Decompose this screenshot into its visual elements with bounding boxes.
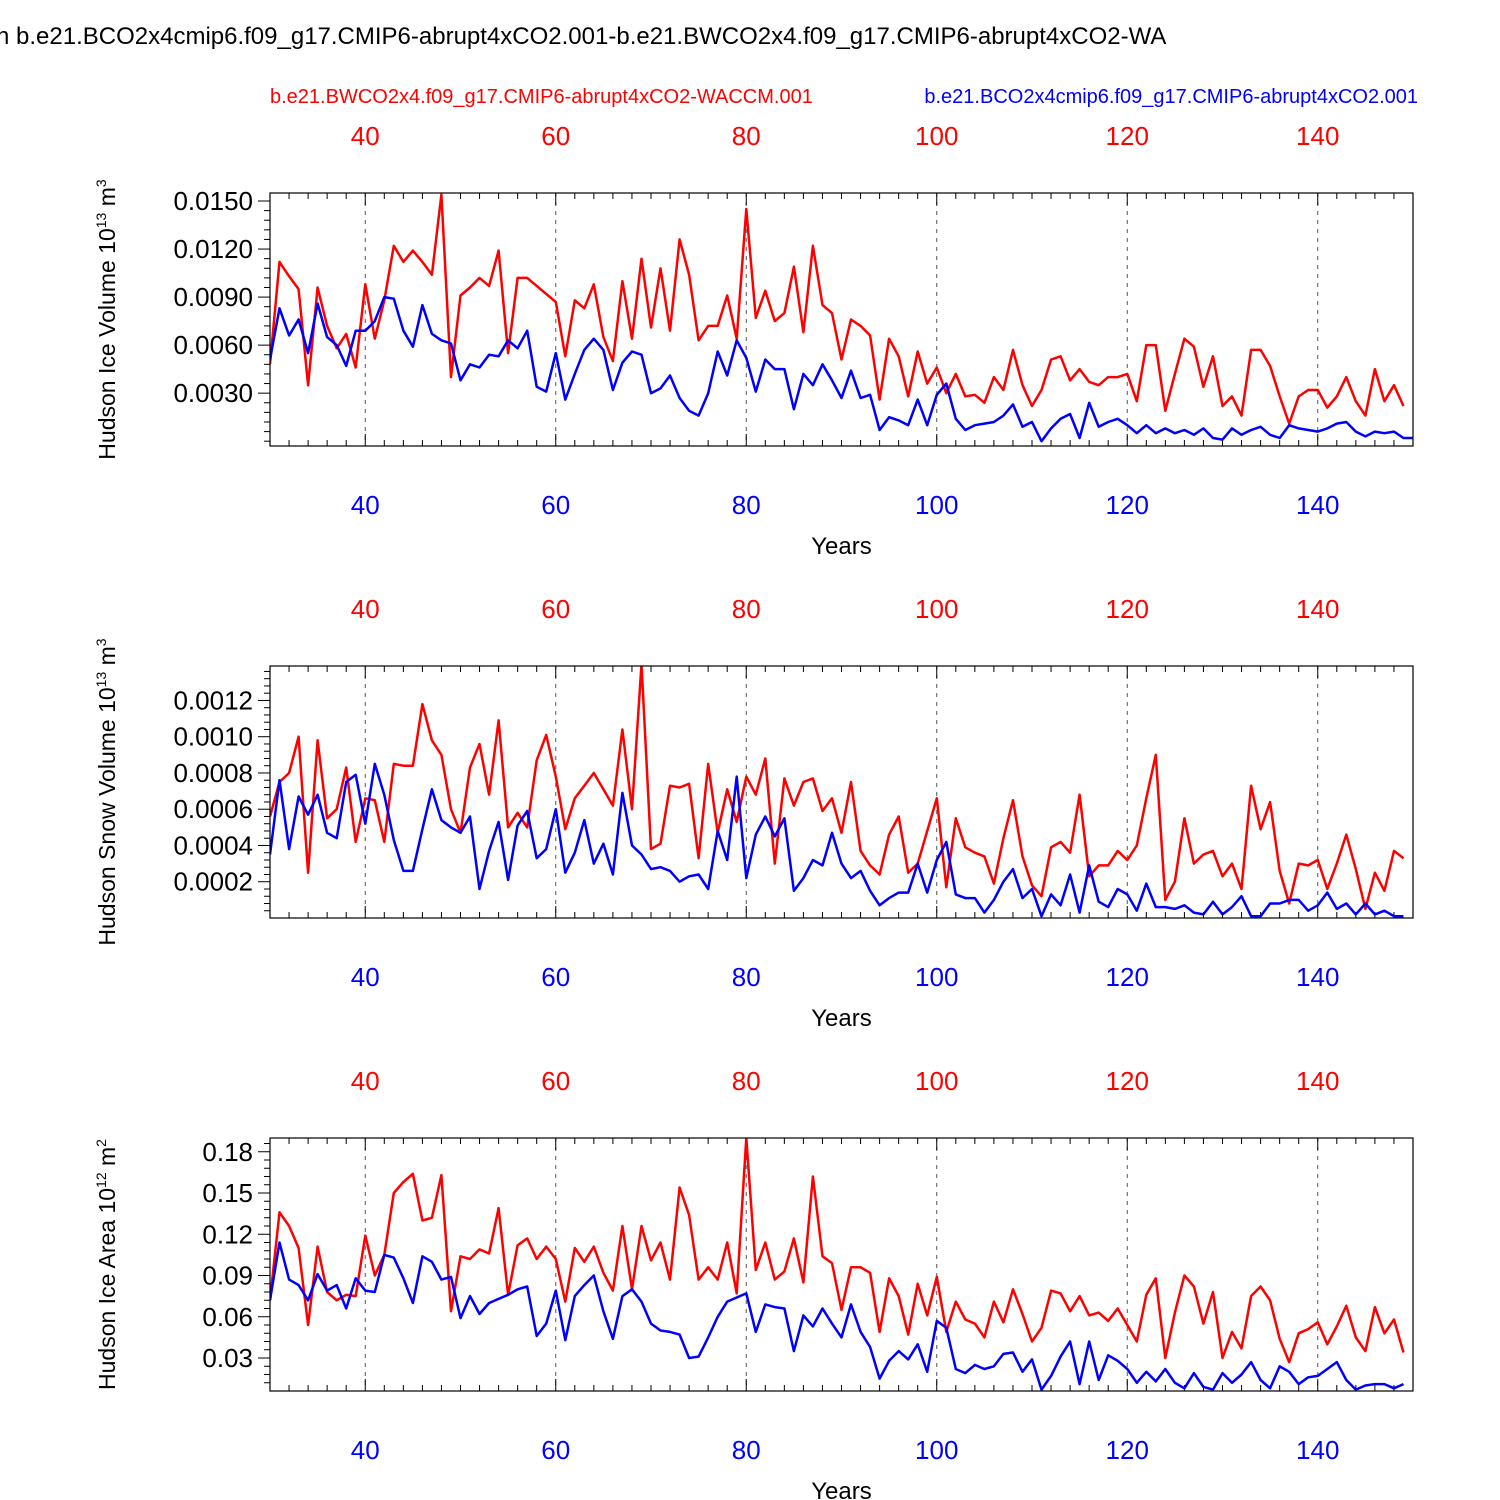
bottom-x-tick-label: 100: [915, 962, 958, 992]
y-tick-label: 0.03: [202, 1343, 253, 1373]
bottom-x-tick-label: 40: [351, 1435, 380, 1465]
bottom-x-tick-label: 80: [732, 1435, 761, 1465]
y-axis-label-unit: m: [94, 646, 120, 672]
bottom-x-tick-label: 60: [541, 490, 570, 520]
bottom-x-tick-label: 100: [915, 1435, 958, 1465]
top-x-tick-label: 120: [1106, 1066, 1149, 1096]
y-axis-label-unit: m: [94, 187, 120, 213]
top-x-tick-label: 60: [541, 121, 570, 151]
chart-panel-2: 0.0002 0.0004 0.0006 0.0008 0.0010 0.0012 40 40…: [93, 594, 1414, 1032]
plot-frame: [269, 1137, 1414, 1392]
top-x-tick-label: 80: [732, 1066, 761, 1096]
bottom-x-tick-label: 40: [351, 962, 380, 992]
bottom-x-tick-label: 140: [1296, 490, 1339, 520]
y-axis-label-exponent: 12: [93, 1172, 109, 1188]
y-axis-label-unit-exponent: 3: [93, 179, 109, 187]
y-axis-label-unit-exponent: 3: [93, 638, 109, 646]
y-axis-label-text: Hudson Ice Area 10: [94, 1188, 120, 1390]
top-x-tick-label: 140: [1296, 1066, 1339, 1096]
top-x-tick-label: 60: [541, 1066, 570, 1096]
top-x-tick-label: 80: [732, 594, 761, 624]
bottom-x-tick-label: 100: [915, 490, 958, 520]
top-x-tick-label: 100: [915, 1066, 958, 1096]
bottom-x-tick-label: 60: [541, 962, 570, 992]
plot-frame: [269, 665, 1414, 919]
top-x-tick-label: 120: [1106, 121, 1149, 151]
top-x-tick-label: 60: [541, 594, 570, 624]
y-tick-label: 0.06: [202, 1302, 253, 1332]
bottom-x-tick-label: 120: [1106, 1435, 1149, 1465]
bottom-x-tick-label: 140: [1296, 962, 1339, 992]
y-tick-label: 0.0004: [173, 830, 253, 860]
top-x-tick-label: 100: [915, 121, 958, 151]
bottom-x-tick-label: 120: [1106, 490, 1149, 520]
y-tick-label: 0.18: [202, 1137, 253, 1167]
legend-red-series: b.e21.BWCO2x4.f09_g17.CMIP6-abrupt4xCO2-…: [270, 86, 813, 108]
main-title: n b.e21.BCO2x4cmip6.f09_g17.CMIP6-abrupt…: [0, 23, 1166, 50]
chart-panel-1: 0.0030 0.0060 0.0090 0.0120 0.0150 40 40 60 60 80…: [93, 121, 1414, 560]
y-tick-label: 0.0006: [173, 794, 253, 824]
x-axis-label: Years: [811, 1478, 872, 1500]
series-line-red: [270, 1138, 1405, 1364]
y-tick-label: 0.0150: [173, 186, 253, 216]
y-axis-label: Hudson Snow Volume 1013 m3: [93, 638, 120, 945]
top-x-tick-label: 140: [1296, 121, 1339, 151]
panels: 0.0030 0.0060 0.0090 0.0120 0.0150 40 40 60 60 80…: [93, 121, 1414, 1500]
plot-frame: [269, 192, 1414, 447]
top-x-tick-label: 120: [1106, 594, 1149, 624]
y-tick-label: 0.0090: [173, 282, 253, 312]
y-tick-label: 0.0010: [173, 722, 253, 752]
top-x-tick-label: 100: [915, 594, 958, 624]
y-tick-label: 0.0060: [173, 330, 253, 360]
top-x-tick-label: 40: [351, 594, 380, 624]
y-axis-label: Hudson Ice Volume 1013 m3: [93, 179, 120, 460]
y-axis-label: Hudson Ice Area 1012 m2: [93, 1139, 120, 1390]
top-x-tick-label: 140: [1296, 594, 1339, 624]
y-tick-label: 0.12: [202, 1219, 253, 1249]
bottom-x-tick-label: 40: [351, 490, 380, 520]
series-line-red: [270, 193, 1405, 425]
x-axis-label: Years: [811, 1005, 872, 1032]
series-line-red: [270, 666, 1405, 911]
y-tick-label: 0.15: [202, 1178, 253, 1208]
series-line-blue: [270, 295, 1413, 443]
top-x-tick-label: 80: [732, 121, 761, 151]
y-axis-label-unit-exponent: 2: [93, 1139, 109, 1147]
bottom-x-tick-label: 80: [732, 962, 761, 992]
y-axis-label-exponent: 13: [93, 212, 109, 228]
y-tick-label: 0.0030: [173, 378, 253, 408]
y-tick-label: 0.09: [202, 1261, 253, 1291]
y-tick-label: 0.0120: [173, 234, 253, 264]
series-line-blue: [270, 762, 1404, 918]
y-axis-label-text: Hudson Ice Volume 10: [94, 228, 120, 459]
top-x-tick-label: 40: [351, 1066, 380, 1096]
chart-panel-3: 0.03 0.06 0.09 0.12 0.15 0.18 40 40 60 60 80 80 100 1…: [93, 1066, 1414, 1500]
series-line-blue: [270, 1241, 1405, 1391]
y-axis-label-exponent: 13: [93, 672, 109, 688]
top-x-tick-label: 40: [351, 121, 380, 151]
y-axis-label-text: Hudson Snow Volume 10: [94, 687, 120, 945]
bottom-x-tick-label: 120: [1106, 962, 1149, 992]
bottom-x-tick-label: 60: [541, 1435, 570, 1465]
y-tick-label: 0.0002: [173, 867, 253, 897]
bottom-x-tick-label: 140: [1296, 1435, 1339, 1465]
x-axis-label: Years: [811, 533, 872, 560]
legend-blue-series: b.e21.BCO2x4cmip6.f09_g17.CMIP6-abrupt4x…: [924, 86, 1418, 108]
y-axis-label-unit: m: [94, 1147, 120, 1173]
bottom-x-tick-label: 80: [732, 490, 761, 520]
y-tick-label: 0.0008: [173, 758, 253, 788]
y-tick-label: 0.0012: [173, 685, 253, 715]
